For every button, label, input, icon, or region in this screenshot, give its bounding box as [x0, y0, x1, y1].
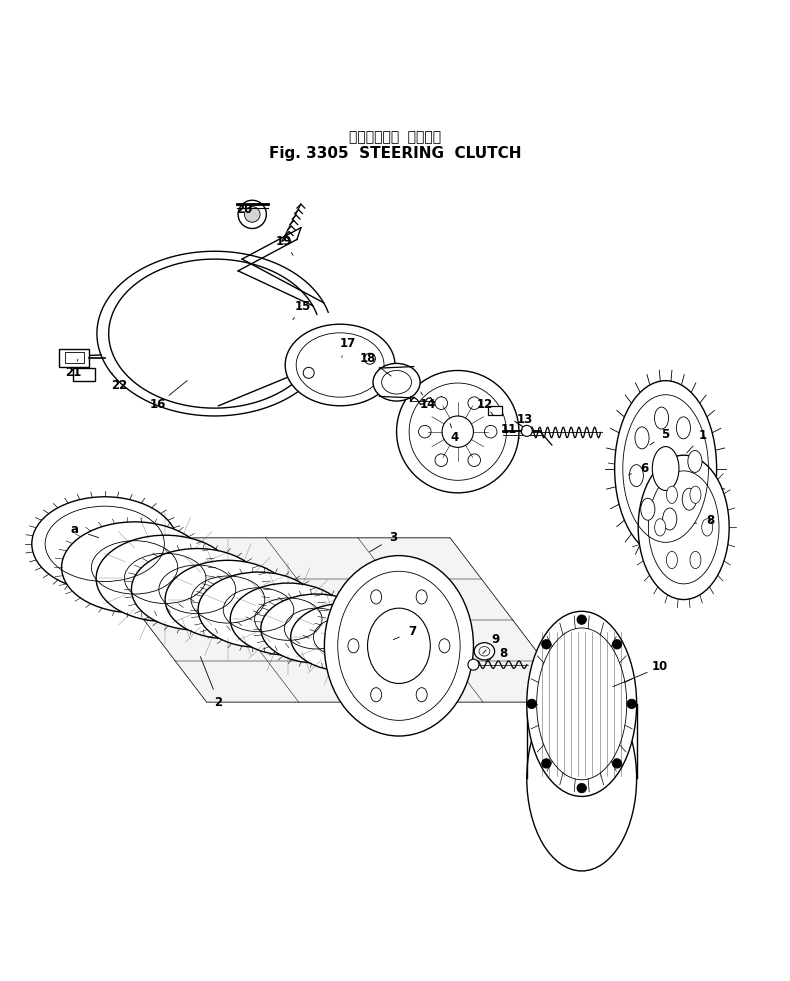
- Ellipse shape: [484, 426, 497, 438]
- Ellipse shape: [683, 489, 696, 510]
- Ellipse shape: [641, 498, 655, 520]
- Circle shape: [542, 758, 551, 768]
- Ellipse shape: [230, 583, 346, 655]
- Ellipse shape: [635, 427, 649, 449]
- Ellipse shape: [654, 407, 668, 429]
- Ellipse shape: [131, 548, 263, 630]
- Text: 14: 14: [419, 397, 436, 411]
- Circle shape: [303, 367, 314, 379]
- Ellipse shape: [653, 446, 679, 490]
- Ellipse shape: [373, 363, 420, 401]
- Ellipse shape: [325, 555, 473, 736]
- Text: 8: 8: [706, 514, 714, 527]
- Bar: [59, 349, 89, 367]
- Ellipse shape: [439, 639, 450, 653]
- Ellipse shape: [521, 426, 532, 437]
- Text: 15: 15: [294, 299, 310, 313]
- Circle shape: [577, 784, 586, 793]
- Text: a: a: [71, 523, 79, 537]
- Circle shape: [244, 207, 260, 223]
- Ellipse shape: [435, 454, 448, 467]
- Text: 6: 6: [641, 462, 649, 475]
- Ellipse shape: [630, 465, 643, 487]
- Bar: [73, 368, 96, 381]
- Bar: [487, 406, 502, 415]
- Circle shape: [612, 640, 622, 649]
- Text: 4: 4: [450, 431, 459, 443]
- Text: 2: 2: [214, 696, 223, 709]
- Ellipse shape: [348, 639, 359, 653]
- Text: ステアリング クラッチ: ステアリング クラッチ: [349, 130, 441, 144]
- Ellipse shape: [468, 454, 480, 467]
- Circle shape: [364, 353, 375, 364]
- Ellipse shape: [371, 688, 382, 701]
- Circle shape: [627, 699, 637, 708]
- Ellipse shape: [442, 416, 473, 447]
- Ellipse shape: [367, 608, 431, 684]
- Text: 22: 22: [111, 379, 127, 391]
- Ellipse shape: [690, 487, 701, 503]
- Ellipse shape: [291, 603, 397, 671]
- Ellipse shape: [96, 536, 234, 622]
- Text: 9: 9: [491, 633, 499, 646]
- Polygon shape: [81, 538, 575, 702]
- Text: 13: 13: [517, 413, 532, 427]
- Ellipse shape: [676, 417, 690, 439]
- Text: 17: 17: [340, 336, 356, 349]
- Ellipse shape: [690, 551, 701, 569]
- Ellipse shape: [615, 381, 717, 556]
- Ellipse shape: [688, 450, 702, 473]
- Text: 12: 12: [476, 397, 492, 411]
- Text: 10: 10: [652, 660, 668, 674]
- Ellipse shape: [527, 611, 637, 797]
- Ellipse shape: [667, 551, 677, 569]
- Circle shape: [238, 200, 266, 229]
- Circle shape: [612, 758, 622, 768]
- Ellipse shape: [419, 426, 431, 438]
- Ellipse shape: [397, 371, 519, 492]
- Ellipse shape: [62, 522, 208, 613]
- Ellipse shape: [702, 519, 713, 536]
- Text: 18: 18: [360, 352, 377, 365]
- Ellipse shape: [468, 659, 479, 670]
- Ellipse shape: [165, 560, 291, 639]
- Circle shape: [542, 640, 551, 649]
- Ellipse shape: [663, 508, 677, 530]
- Ellipse shape: [416, 590, 427, 604]
- Ellipse shape: [198, 572, 319, 647]
- Ellipse shape: [371, 590, 382, 604]
- Bar: [65, 352, 84, 363]
- Ellipse shape: [468, 397, 480, 409]
- Ellipse shape: [435, 397, 448, 409]
- Circle shape: [577, 615, 586, 624]
- Text: 3: 3: [389, 531, 397, 544]
- Ellipse shape: [655, 519, 666, 536]
- Text: 8: 8: [499, 647, 507, 660]
- Ellipse shape: [667, 487, 677, 503]
- Text: 20: 20: [236, 203, 253, 216]
- Ellipse shape: [285, 324, 395, 406]
- Text: 21: 21: [66, 366, 81, 380]
- Ellipse shape: [474, 643, 495, 660]
- Ellipse shape: [261, 594, 372, 663]
- Text: 16: 16: [150, 397, 166, 411]
- Circle shape: [527, 699, 536, 708]
- Ellipse shape: [527, 686, 637, 871]
- Ellipse shape: [32, 496, 178, 591]
- Text: 5: 5: [661, 428, 670, 440]
- Text: 19: 19: [276, 234, 292, 247]
- Text: Fig. 3305  STEERING  CLUTCH: Fig. 3305 STEERING CLUTCH: [269, 146, 521, 161]
- Text: 11: 11: [501, 423, 517, 436]
- Ellipse shape: [416, 688, 427, 701]
- Text: 1: 1: [698, 429, 706, 442]
- Text: 7: 7: [408, 625, 416, 639]
- Ellipse shape: [638, 455, 729, 599]
